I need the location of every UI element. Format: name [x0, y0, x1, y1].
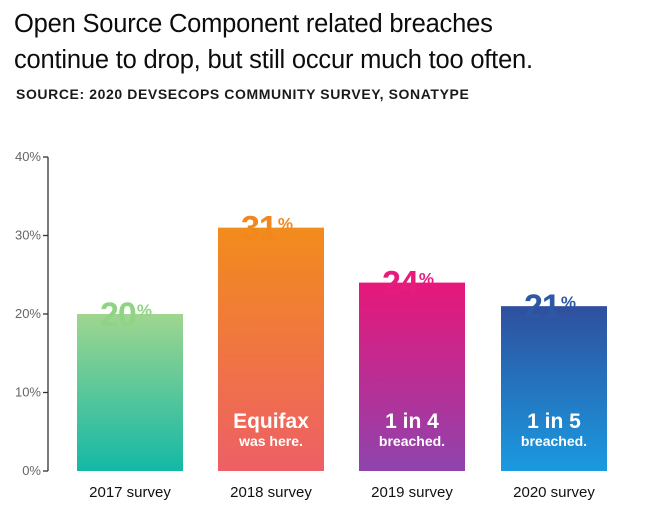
- bar-value-label: 31%: [241, 210, 293, 248]
- chart-title-line-1: Open Source Component related breaches: [14, 10, 493, 38]
- bar-note-sub: breached.: [379, 433, 445, 449]
- bars-group: [77, 227, 607, 471]
- bar-value-percent: %: [137, 301, 152, 320]
- y-tick-label: 0%: [22, 463, 41, 478]
- y-axis: 0% 10% 20% 30% 40%: [15, 149, 49, 478]
- x-category-label: 2020 survey: [513, 484, 595, 501]
- x-category-label: 2019 survey: [371, 484, 453, 501]
- bar-note-main: 1 in 4: [385, 410, 439, 433]
- bar-note-sub: was here.: [238, 433, 303, 449]
- chart-title: Open Source Component related breaches c…: [14, 6, 644, 78]
- bar-value-label: 24%: [382, 265, 434, 303]
- x-category-label: 2017 survey: [89, 484, 171, 501]
- y-tick-label: 40%: [15, 149, 41, 164]
- bar: [218, 227, 324, 471]
- bar-value-number: 24: [382, 265, 419, 303]
- chart-subtitle: SOURCE: 2020 DEVSECOPS COMMUNITY SURVEY,…: [16, 86, 470, 102]
- bar-value-percent: %: [561, 293, 576, 312]
- bar-value-label: 20%: [100, 296, 152, 334]
- bar-value-number: 21: [524, 288, 560, 326]
- bar-note-main: 1 in 5: [527, 410, 581, 433]
- bar-value-label: 21%: [524, 288, 576, 326]
- bar-note-main: Equifax: [233, 410, 309, 433]
- y-tick-label: 10%: [15, 385, 41, 400]
- x-category-label: 2018 survey: [230, 484, 312, 501]
- y-tick-label: 20%: [15, 306, 41, 321]
- chart-title-line-2: continue to drop, but still occur much t…: [14, 46, 533, 74]
- bar-value-percent: %: [278, 215, 293, 234]
- y-tick-label: 30%: [15, 228, 41, 243]
- bar: [359, 282, 465, 471]
- bar-note-sub: breached.: [521, 433, 587, 449]
- bar-value-number: 31: [241, 210, 277, 248]
- bar-value-number: 20: [100, 296, 136, 334]
- bar-value-percent: %: [419, 270, 434, 289]
- bar: [501, 306, 607, 471]
- bar: [77, 314, 183, 471]
